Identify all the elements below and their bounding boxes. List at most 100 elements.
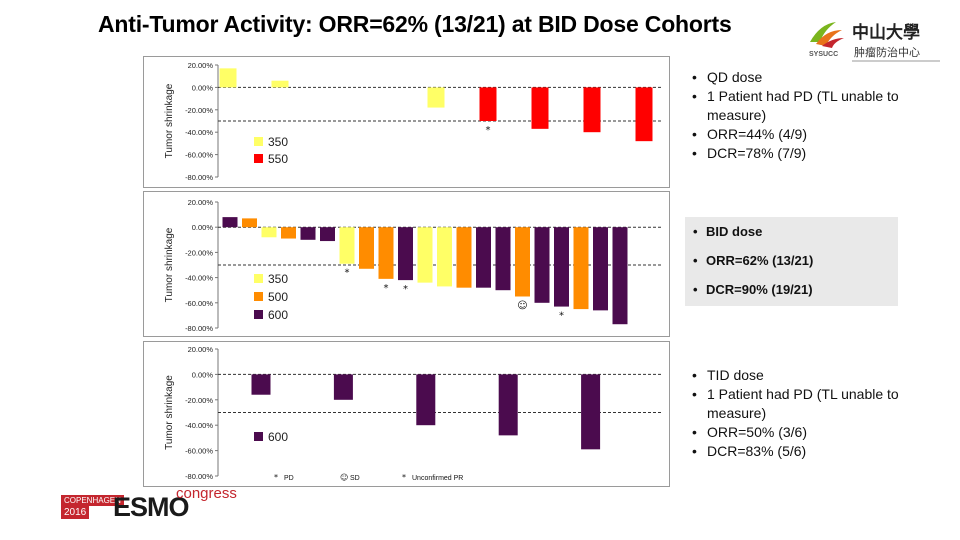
upr-footnote-label: Unconfirmed PR [412, 475, 463, 482]
tid-bullet-orr: ORR=50% (3/6) [692, 423, 922, 442]
bar-500 [573, 227, 589, 310]
bar-500 [515, 227, 530, 297]
bar-600 [476, 227, 491, 288]
bar-600 [593, 227, 608, 311]
y-tick-label: -40.00% [185, 421, 213, 430]
qd-waterfall-chart: 20.00% 0.00% -20.00% -40.00% -60.00% -80.00% T… [164, 61, 662, 182]
y-tick-label: -40.00% [185, 274, 213, 283]
bar-550 [635, 87, 653, 142]
bar-500 [359, 227, 374, 269]
bid-summary: BID dose ORR=62% (13/21) DCR=90% (19/21) [685, 217, 898, 306]
y-tick-label: -20.00% [185, 248, 213, 257]
legend-swatch [254, 292, 263, 301]
legend-label: 600 [268, 430, 288, 444]
bar-600 [333, 374, 353, 400]
upr-marker: * [559, 311, 564, 322]
bar-550 [583, 87, 601, 133]
y-tick-label: 20.00% [188, 61, 214, 70]
bar-350 [437, 227, 452, 287]
legend-swatch [254, 274, 263, 283]
legend-swatch [254, 310, 263, 319]
logo-title: 中山大學 [852, 22, 920, 43]
bar-500 [456, 227, 472, 288]
y-tick-label: 20.00% [188, 198, 214, 207]
bar-600 [498, 374, 518, 436]
y-tick-label: -80.00% [185, 472, 213, 481]
bar-500 [281, 227, 296, 239]
bar-350 [427, 87, 445, 108]
sd-footnote-label: SD [350, 475, 360, 482]
legend-label: 500 [268, 290, 288, 304]
bar-550 [531, 87, 549, 129]
bar-350 [219, 68, 237, 88]
legend-label: 600 [268, 308, 288, 322]
legend-swatch [254, 432, 263, 441]
sysucc-logo-icon: SYSUCC 中山大學 肿瘤防治中心 [809, 22, 940, 62]
y-axis-title: Tumor shrinkage [164, 375, 175, 450]
upr-marker: * [403, 284, 408, 295]
qd-bullet-dcr: DCR=78% (7/9) [692, 144, 922, 163]
tid-bullet-dose: TID dose [692, 366, 922, 385]
bar-500 [242, 218, 257, 228]
bar-350 [417, 227, 433, 283]
bar-600 [534, 227, 550, 303]
legend-swatch [254, 154, 263, 163]
y-tick-label: -60.00% [185, 151, 213, 160]
bar-500 [378, 227, 394, 279]
y-axis-title: Tumor shrinkage [164, 227, 175, 302]
tid-summary: TID dose 1 Patient had PD (TL unable to … [692, 366, 922, 461]
bar-350 [261, 227, 277, 238]
chart-panel-tid: 20.00% 0.00% -20.00% -40.00% -60.00% -80.00% T… [143, 341, 670, 487]
logo-subtitle: 肿瘤防治中心 [854, 45, 920, 59]
y-tick-label: -60.00% [185, 299, 213, 308]
qd-bullet-orr: ORR=44% (4/9) [692, 125, 922, 144]
legend-label: 350 [268, 272, 288, 286]
y-tick-label: 0.00% [192, 223, 214, 232]
esmo-congress-logo: COPENHAGEN 2016 ESMO congress [60, 485, 240, 527]
esmo-congress-word: congress [176, 485, 237, 502]
qd-summary: QD dose 1 Patient had PD (TL unable to m… [692, 68, 922, 163]
bid-bullet-dose: BID dose [685, 217, 898, 246]
upr-marker: * [486, 125, 491, 136]
bar-600 [398, 227, 413, 281]
pd-footnote-label: PD [284, 475, 294, 482]
legend-swatch [254, 137, 263, 146]
legend-label: 350 [268, 135, 288, 149]
slide-title: Anti-Tumor Activity: ORR=62% (13/21) at … [98, 11, 732, 37]
tid-bullet-pd: 1 Patient had PD (TL unable to measure) [692, 385, 922, 423]
chart-panel-qd: 20.00% 0.00% -20.00% -40.00% -60.00% -80.00% T… [143, 56, 670, 188]
chart-panel-bid: 20.00% 0.00% -20.00% -40.00% -60.00% -80.00% T… [143, 191, 670, 337]
esmo-city: COPENHAGEN [61, 495, 124, 506]
bar-600 [251, 374, 271, 395]
bar-550 [479, 87, 497, 121]
esmo-wordmark: ESMO [113, 492, 190, 522]
upr-footnote-symbol: * [402, 473, 406, 482]
logo-abbr: SYSUCC [809, 51, 838, 58]
sd-marker: ☺ [517, 301, 527, 312]
qd-bullet-dose: QD dose [692, 68, 922, 87]
sysucc-logo: SYSUCC 中山大學 肿瘤防治中心 [806, 16, 942, 66]
bid-bullet-dcr: DCR=90% (19/21) [685, 275, 898, 304]
y-tick-label: 0.00% [192, 83, 214, 92]
bar-600 [554, 227, 569, 307]
bar-600 [495, 227, 511, 291]
bar-350 [271, 80, 289, 88]
bid-waterfall-chart: 20.00% 0.00% -20.00% -40.00% -60.00% -80.00% T… [164, 198, 662, 333]
sd-footnote-symbol: ☺ [340, 473, 348, 482]
bar-600 [612, 227, 628, 325]
tid-bullet-dcr: DCR=83% (5/6) [692, 442, 922, 461]
y-tick-label: 0.00% [192, 370, 214, 379]
y-tick-label: 20.00% [188, 345, 214, 354]
y-tick-label: -40.00% [185, 128, 213, 137]
esmo-year: 2016 [61, 506, 90, 519]
y-axis-title: Tumor shrinkage [164, 83, 175, 158]
upr-marker: * [345, 268, 350, 279]
y-tick-label: -20.00% [185, 396, 213, 405]
bar-600 [320, 227, 335, 242]
y-tick-label: -60.00% [185, 447, 213, 456]
bar-350 [339, 227, 355, 264]
legend-label: 550 [268, 152, 288, 166]
bid-bullet-orr: ORR=62% (13/21) [685, 246, 898, 275]
tid-waterfall-chart: 20.00% 0.00% -20.00% -40.00% -60.00% -80.00% T… [164, 345, 662, 482]
bar-600 [300, 227, 316, 240]
